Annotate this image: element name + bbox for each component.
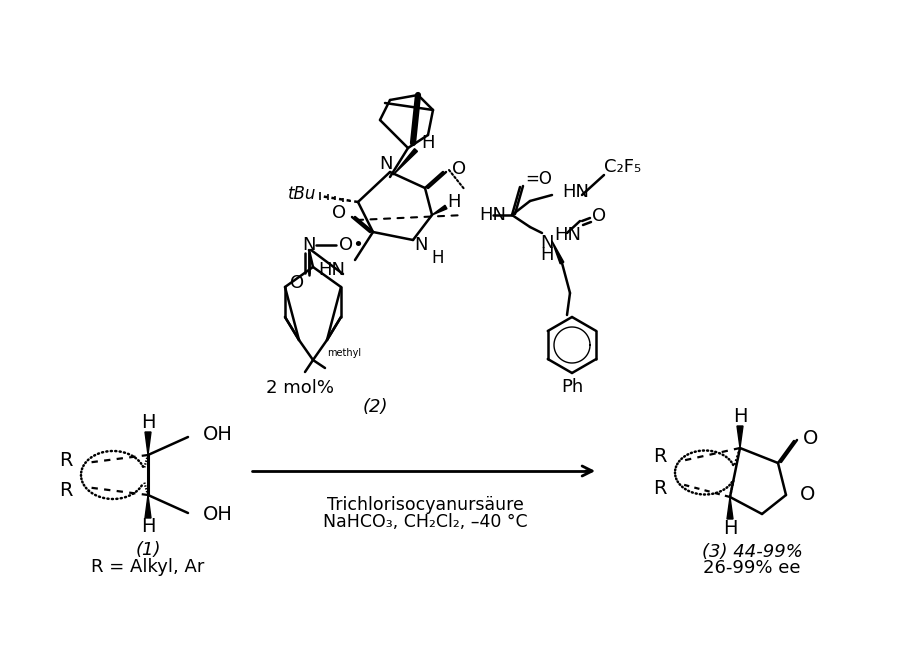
Polygon shape: [393, 149, 417, 175]
Polygon shape: [145, 432, 151, 455]
Text: HN: HN: [562, 183, 589, 201]
Text: O: O: [290, 274, 304, 292]
Text: H: H: [421, 134, 435, 152]
Text: R: R: [59, 450, 73, 470]
Text: (3) 44-99%: (3) 44-99%: [702, 543, 802, 561]
Text: (2): (2): [362, 398, 388, 416]
Text: methyl: methyl: [327, 348, 361, 358]
Text: H: H: [733, 407, 748, 427]
Text: H: H: [723, 519, 737, 538]
Text: 2 mol%: 2 mol%: [266, 379, 334, 397]
Text: OH: OH: [203, 505, 233, 525]
Text: HN: HN: [318, 261, 345, 279]
Text: C₂F₅: C₂F₅: [604, 158, 641, 176]
Text: O: O: [803, 429, 818, 448]
Text: H: H: [540, 246, 554, 264]
Text: O: O: [592, 207, 606, 225]
Text: R: R: [59, 480, 73, 499]
Text: 26-99% ee: 26-99% ee: [704, 559, 801, 577]
Text: R = Alkyl, Ar: R = Alkyl, Ar: [92, 558, 205, 576]
Text: (1): (1): [135, 541, 161, 559]
Text: H: H: [432, 249, 445, 267]
Text: OH: OH: [203, 425, 233, 444]
Text: O: O: [800, 485, 815, 505]
Text: HN: HN: [554, 226, 581, 244]
Text: O: O: [452, 160, 466, 178]
Text: N: N: [540, 234, 554, 252]
Text: H: H: [141, 413, 156, 433]
Text: Trichlorisocyanursäure: Trichlorisocyanursäure: [327, 496, 523, 514]
Text: Ph: Ph: [561, 378, 583, 396]
Text: N: N: [379, 155, 393, 173]
Text: HN: HN: [479, 206, 506, 224]
Text: N: N: [302, 236, 316, 254]
Polygon shape: [145, 495, 151, 518]
Polygon shape: [727, 497, 733, 519]
Text: tBu: tBu: [287, 185, 316, 203]
Text: O: O: [332, 204, 346, 222]
Text: NaHCO₃, CH₂Cl₂, –40 °C: NaHCO₃, CH₂Cl₂, –40 °C: [323, 513, 527, 531]
Polygon shape: [737, 426, 743, 448]
Text: H: H: [141, 517, 156, 536]
Polygon shape: [552, 241, 564, 264]
Text: R: R: [653, 447, 667, 466]
Text: O•: O•: [339, 236, 364, 254]
Text: =O: =O: [525, 170, 552, 188]
Polygon shape: [432, 205, 447, 215]
Text: R: R: [653, 479, 667, 498]
Text: H: H: [447, 193, 461, 211]
Text: N: N: [414, 236, 427, 254]
